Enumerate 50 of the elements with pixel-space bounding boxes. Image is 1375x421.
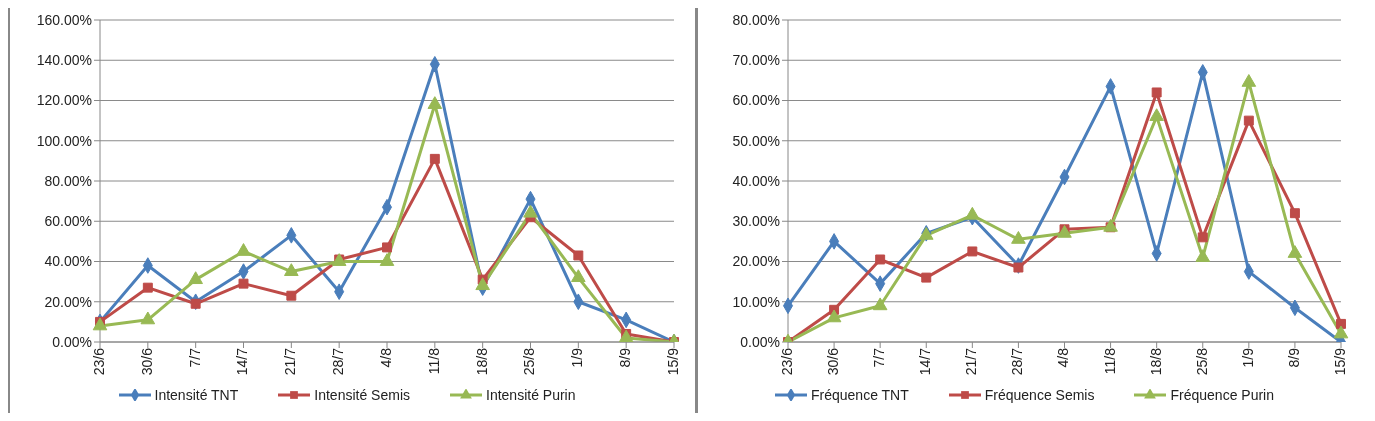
x-tick-label: 25/8: [521, 347, 538, 376]
x-tick-label: 25/8: [1193, 347, 1210, 376]
x-tick-label: 14/7: [917, 347, 934, 376]
y-tick-label: 60.00%: [732, 92, 780, 109]
y-tick-label: 0.00%: [52, 333, 92, 350]
y-tick-label: 60.00%: [44, 213, 92, 230]
x-tick-label: 1/9: [569, 347, 586, 368]
x-tick-label: 28/7: [1009, 347, 1026, 376]
x-tick-label: 15/9: [1331, 347, 1348, 376]
x-tick-label: 23/6: [90, 347, 107, 376]
y-tick-label: 80.00%: [44, 172, 92, 189]
x-tick-label: 14/7: [234, 347, 251, 376]
y-tick-label: 140.00%: [36, 52, 92, 69]
x-tick-label: 21/7: [282, 347, 299, 376]
x-tick-label: 30/6: [138, 347, 155, 376]
y-tick-label: 0.00%: [740, 333, 780, 350]
y-tick-label: 40.00%: [732, 172, 780, 189]
y-tick-label: 50.00%: [732, 132, 780, 149]
x-tick-label: 8/9: [617, 347, 634, 368]
y-tick-label: 70.00%: [732, 52, 780, 69]
y-tick-label: 10.00%: [732, 293, 780, 310]
x-tick-label: 21/7: [963, 347, 980, 376]
y-tick-label: 160.00%: [36, 11, 92, 28]
y-tick-label: 20.00%: [44, 293, 92, 310]
x-tick-label: 11/8: [1101, 347, 1118, 375]
legend-label: Fréquence Purin: [1170, 387, 1274, 403]
legend-label: Intensité Purin: [486, 387, 576, 403]
y-tick-label: 100.00%: [36, 132, 92, 149]
y-tick-label: 20.00%: [732, 253, 780, 270]
x-tick-label: 11/8: [425, 347, 442, 375]
x-tick-label: 18/8: [473, 347, 490, 376]
y-tick-label: 40.00%: [44, 253, 92, 270]
x-tick-label: 7/7: [186, 347, 203, 368]
y-tick-label: 80.00%: [732, 11, 780, 28]
x-tick-label: 4/8: [377, 347, 394, 368]
x-tick-label: 1/9: [1239, 347, 1256, 368]
x-tick-label: 30/6: [825, 347, 842, 376]
legend-label: Fréquence TNT: [810, 387, 909, 403]
legend-label: Intensité Semis: [314, 387, 410, 403]
x-tick-label: 15/9: [664, 347, 681, 376]
x-tick-label: 28/7: [330, 347, 347, 376]
y-tick-label: 30.00%: [732, 213, 780, 230]
y-tick-label: 120.00%: [36, 92, 92, 109]
x-tick-label: 23/6: [778, 347, 795, 376]
legend-label: Fréquence Semis: [984, 387, 1095, 403]
x-tick-label: 18/8: [1147, 347, 1164, 376]
x-tick-label: 4/8: [1055, 347, 1072, 368]
legend-label: Intensité TNT: [154, 387, 239, 403]
x-tick-label: 7/7: [871, 347, 888, 368]
x-tick-label: 8/9: [1285, 347, 1302, 368]
